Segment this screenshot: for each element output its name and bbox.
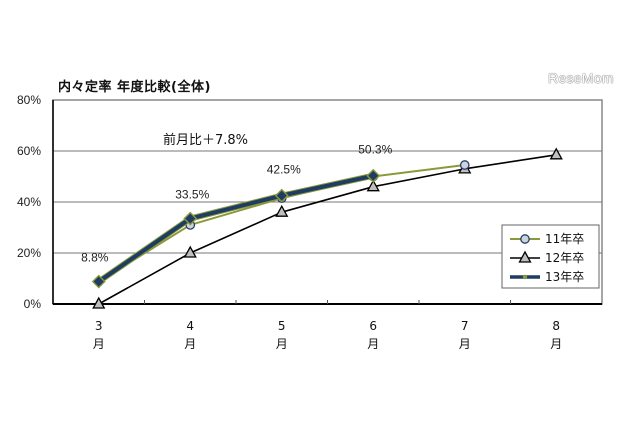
y-tick-label: 80% [17,93,41,107]
circle-marker-icon [520,234,530,244]
x-tick-unit: 月 [459,337,471,351]
diamond-marker-icon [274,188,289,203]
x-tick-number: 3 [95,319,103,333]
legend: 11年卒 12年卒 13年卒 [501,224,600,289]
y-tick-label: 40% [17,195,41,209]
legend-item: 13年卒 [510,270,584,284]
diamond-marker-icon [91,274,106,289]
x-tick-number: 4 [186,319,194,333]
x-tick-number: 5 [278,319,286,333]
diamond-marker-icon [366,168,381,183]
y-tick-label: 0% [24,297,42,311]
x-tick-number: 6 [369,319,377,333]
brand-watermark: ReseMom [548,70,614,86]
legend-label: 12年卒 [545,251,584,265]
triangle-marker-icon [92,296,106,309]
x-tick-unit: 月 [550,337,562,351]
series-13年卒 [91,168,381,289]
y-tick-label: 60% [17,144,41,158]
data-label: 33.5% [175,188,209,202]
x-tick-unit: 月 [184,337,196,351]
triangle-marker-icon [549,147,563,160]
x-tick-number: 7 [461,319,469,333]
x-tick-unit: 月 [93,337,105,351]
chart-title: 内々定率 年度比較(全体) [58,80,211,95]
legend-label: 11年卒 [545,232,584,246]
legend-label: 13年卒 [545,270,584,284]
x-tick-unit: 月 [276,337,288,351]
data-label: 8.8% [81,251,109,265]
legend-item: 11年卒 [510,232,584,246]
triangle-marker-icon [183,245,197,258]
triangle-marker-icon [275,204,289,217]
diamond-marker-icon [522,274,528,280]
series-12年卒 [92,147,563,309]
series-line [97,173,374,284]
month-over-month-annotation: 前月比＋7.8% [163,132,248,148]
triangle-marker-icon [366,179,380,192]
diamond-marker-icon [183,211,198,226]
x-tick-unit: 月 [367,337,379,351]
series-line [98,154,557,305]
legend-item: 12年卒 [510,250,584,265]
data-label: 50.3% [358,143,392,157]
data-label: 42.5% [267,163,301,177]
y-tick-label: 20% [17,246,41,260]
circle-marker-icon [459,160,470,170]
x-tick-number: 8 [552,319,560,333]
triangle-marker-icon [518,250,532,263]
